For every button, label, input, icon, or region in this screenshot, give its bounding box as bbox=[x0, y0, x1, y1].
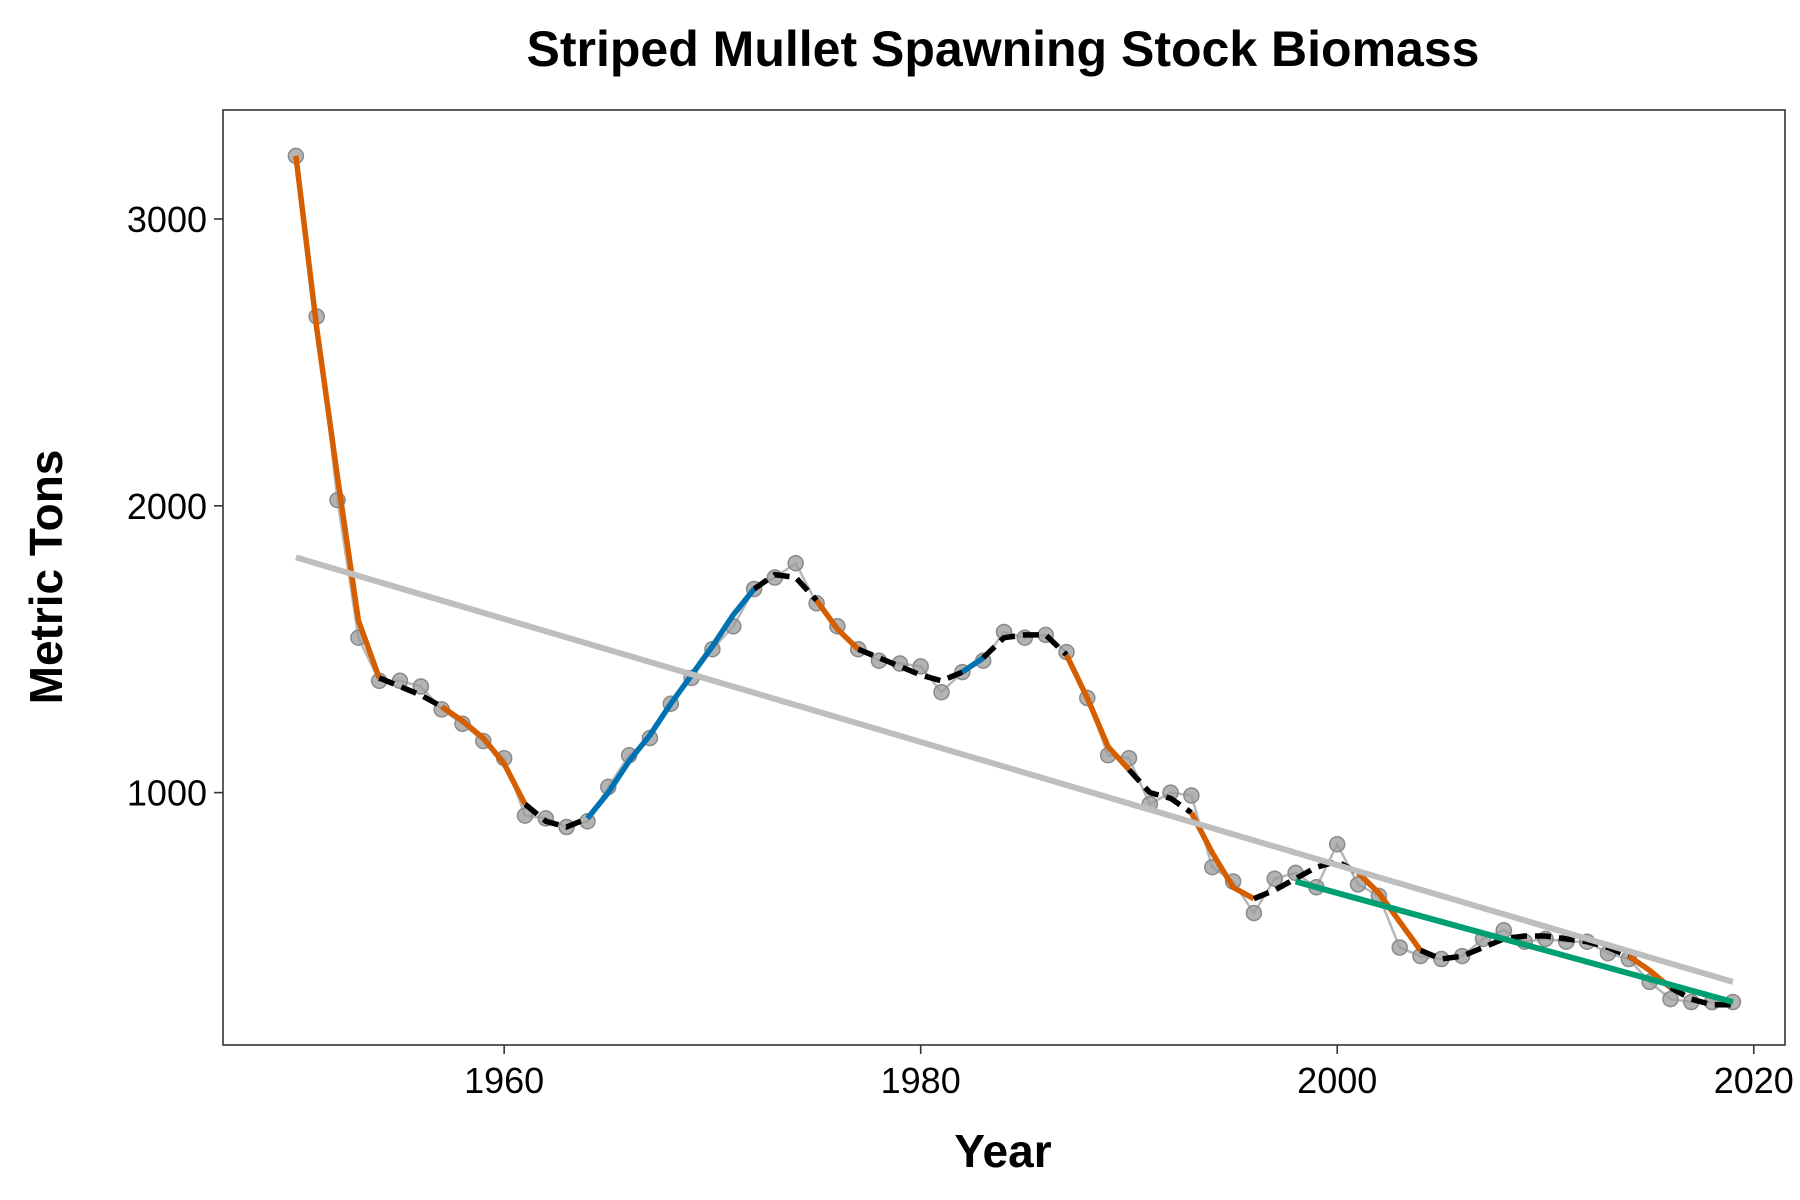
observed-point bbox=[1391, 939, 1408, 956]
observed-point bbox=[1245, 904, 1263, 922]
smoothed-segment-stable bbox=[857, 646, 964, 684]
smoothed-segment-decreasing bbox=[1188, 811, 1256, 902]
observed-point bbox=[787, 554, 804, 572]
observed-point bbox=[933, 683, 950, 701]
plot-background bbox=[223, 110, 1785, 1045]
smoothed-segment-stable bbox=[1126, 767, 1193, 815]
smoothed-segment-decreasing bbox=[440, 704, 528, 806]
smoothed-segment-decreasing bbox=[1064, 653, 1132, 772]
long-term-trend-line bbox=[295, 554, 1734, 985]
y-axis-title: Metric Tons bbox=[20, 450, 72, 705]
x-tick-label: 2000 bbox=[1297, 1060, 1377, 1101]
observed-point bbox=[1183, 787, 1200, 804]
recent-trend-line bbox=[1294, 878, 1734, 1005]
x-tick-label: 1960 bbox=[464, 1060, 544, 1101]
y-tick-label: 1000 bbox=[127, 773, 207, 814]
chart-title: Striped Mullet Spawning Stock Biomass bbox=[527, 21, 1480, 77]
observed-point bbox=[1266, 870, 1283, 887]
smoothed-segment-decreasing bbox=[293, 155, 382, 679]
smoothed-segment-increasing bbox=[585, 587, 757, 821]
x-axis: 1960 1980 2000 2020 bbox=[464, 1045, 1794, 1101]
x-tick-label: 1980 bbox=[881, 1060, 961, 1101]
x-axis-title: Year bbox=[954, 1125, 1051, 1177]
observed-point bbox=[912, 658, 929, 675]
y-tick-label: 2000 bbox=[127, 486, 207, 527]
y-tick-label: 3000 bbox=[127, 199, 207, 240]
observed-point bbox=[1662, 990, 1679, 1008]
smoothed-segment-stable bbox=[981, 632, 1069, 660]
smoothed-segment-stable bbox=[523, 801, 589, 830]
smoothed-segment-stable bbox=[378, 675, 444, 710]
trend-lines bbox=[295, 554, 1734, 1005]
smoothed-segment-stable bbox=[752, 571, 819, 603]
y-axis: 1000 2000 3000 bbox=[127, 199, 223, 814]
smoothed-segment-stable bbox=[1252, 858, 1360, 902]
x-tick-label: 2020 bbox=[1714, 1060, 1794, 1101]
smoothed-segment-decreasing bbox=[814, 598, 861, 652]
observed-point bbox=[1349, 876, 1367, 893]
observed-point bbox=[412, 678, 430, 695]
plot-area bbox=[222, 109, 1786, 1046]
plot-border bbox=[222, 109, 1786, 1046]
observed-point bbox=[1328, 835, 1346, 853]
smoothed-segment-stable bbox=[1669, 985, 1733, 1008]
smoothed-segment-increasing bbox=[960, 655, 985, 675]
observed-point bbox=[516, 807, 534, 824]
